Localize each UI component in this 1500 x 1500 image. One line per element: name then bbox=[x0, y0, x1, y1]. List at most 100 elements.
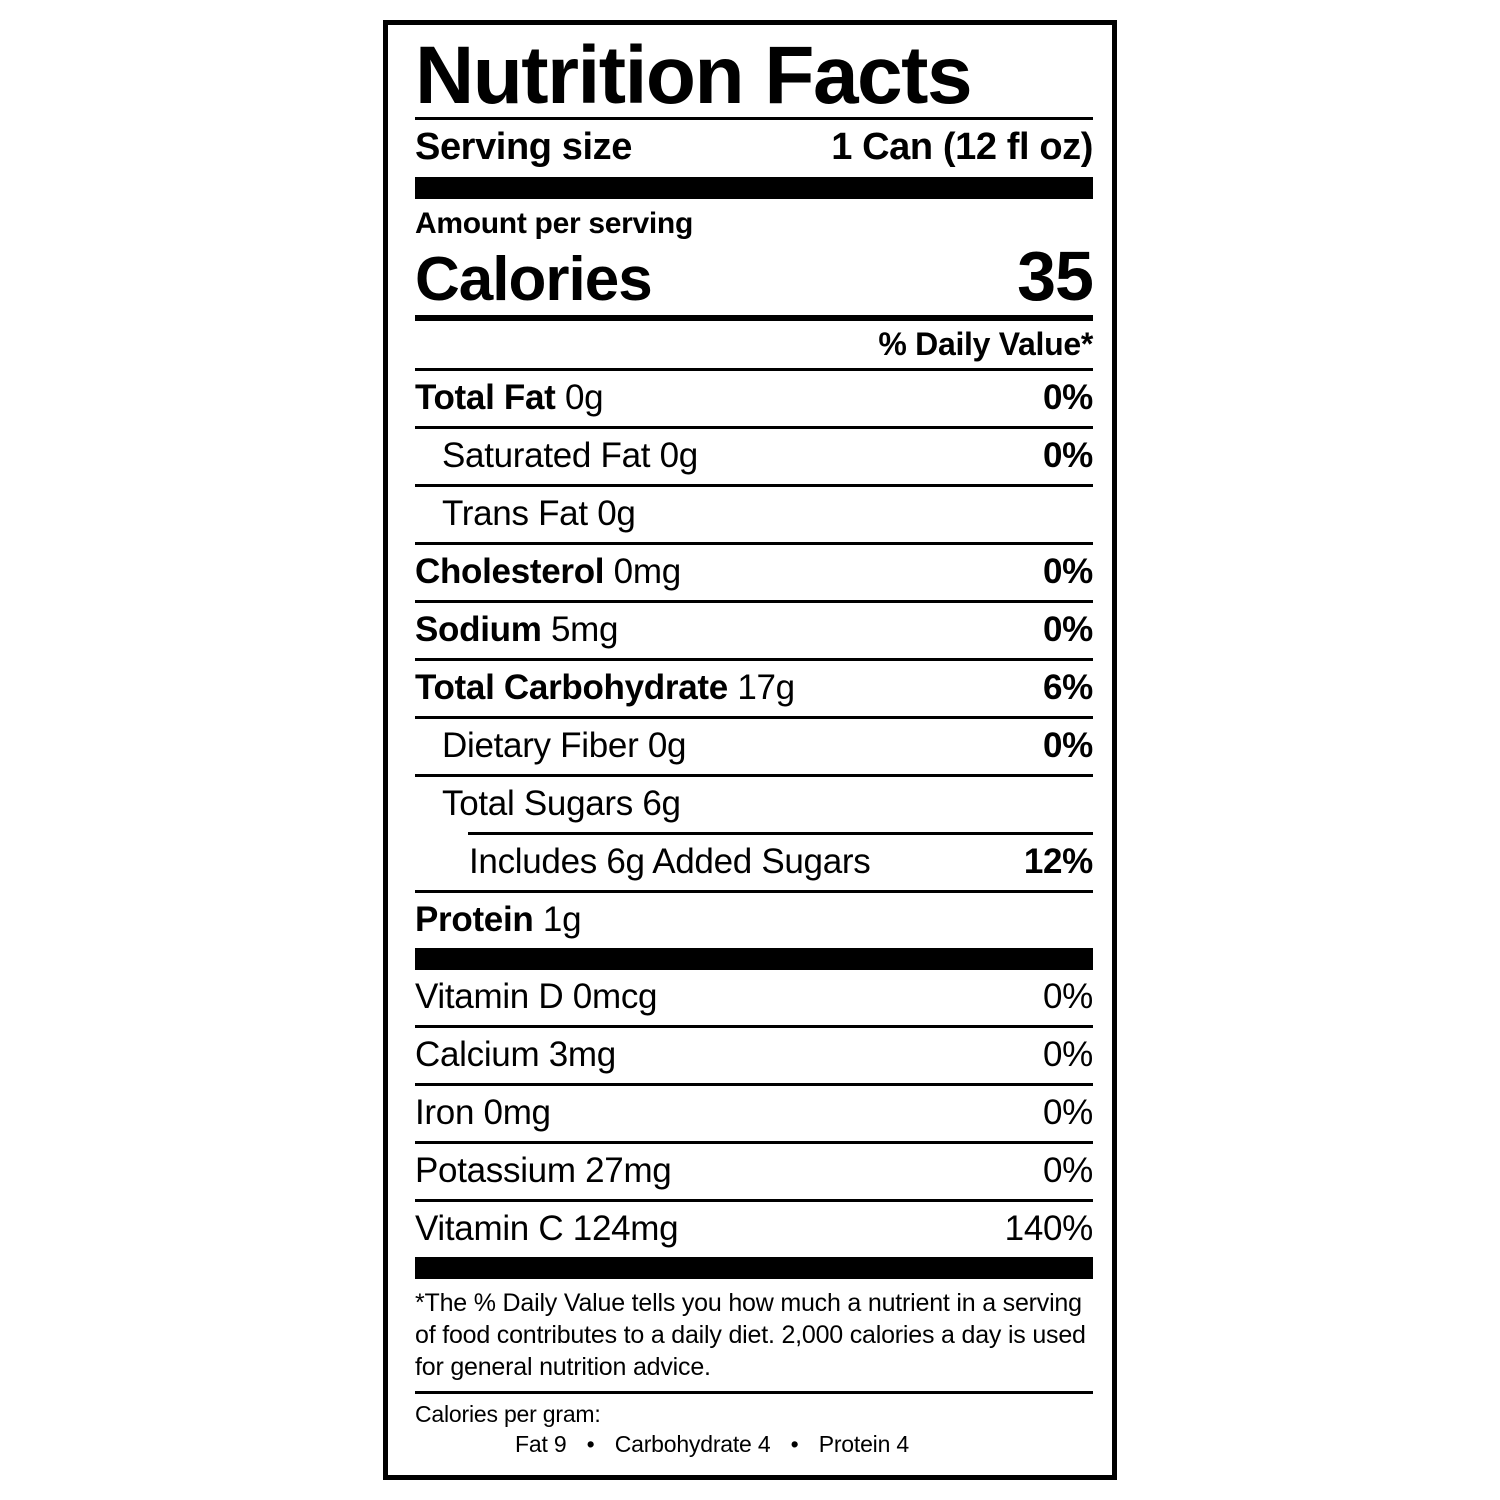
calories-per-gram-block: Calories per gram: Fat 9 • Carbohydrate … bbox=[415, 1394, 1093, 1464]
nutrient-row: Total Carbohydrate 17g 6% bbox=[415, 661, 1093, 716]
serving-size-label: Serving size bbox=[415, 125, 632, 168]
divider-above-nutrient-row bbox=[415, 773, 1093, 777]
nutrient-amount: 0g bbox=[564, 377, 604, 417]
calories-per-gram-values: Fat 9 • Carbohydrate 4 • Protein 4 bbox=[415, 1430, 1093, 1460]
divider-between-vitamin-rows bbox=[415, 1198, 1093, 1202]
divider-thick-after-serving bbox=[415, 176, 1093, 199]
nutrient-name-amount: Total Carbohydrate 17g bbox=[415, 668, 795, 708]
divider-thick-after-protein bbox=[415, 947, 1093, 970]
amount-per-serving-label: Amount per serving bbox=[415, 206, 693, 240]
vitamin-daily-value: 0% bbox=[1043, 1150, 1093, 1190]
calories-per-gram-protein: Protein 4 bbox=[818, 1430, 909, 1457]
vitamin-row: Vitamin C 124mg 140% bbox=[415, 1202, 1093, 1257]
calories-label: Calories bbox=[415, 244, 653, 314]
divider-above-nutrient-row bbox=[415, 889, 1093, 893]
calories-value: 35 bbox=[1017, 236, 1094, 315]
nutrient-daily-value: 12% bbox=[1023, 841, 1093, 881]
vitamin-daily-value: 0% bbox=[1043, 1092, 1093, 1132]
nutrient-daily-value: 0% bbox=[1043, 435, 1093, 475]
divider-above-nutrient-row bbox=[415, 715, 1093, 719]
serving-size-value: 1 Can (12 fl oz) bbox=[831, 125, 1093, 168]
daily-value-header: % Daily Value* bbox=[878, 325, 1093, 362]
divider-above-nutrient-row bbox=[415, 599, 1093, 603]
bullet-separator-icon: • bbox=[790, 1430, 799, 1457]
nutrient-amount: 6g bbox=[642, 783, 681, 823]
vitamin-row: Calcium 3mg 0% bbox=[415, 1028, 1093, 1083]
nutrient-name: Total Carbohydrate bbox=[415, 667, 728, 707]
vitamin-daily-value: 140% bbox=[1004, 1208, 1094, 1248]
nutrient-name-amount: Dietary Fiber 0g bbox=[415, 725, 687, 766]
nutrient-name: Saturated Fat bbox=[442, 435, 651, 475]
vitamin-name-amount: Calcium 3mg bbox=[415, 1034, 616, 1074]
nutrient-name-amount: Trans Fat 0g bbox=[415, 494, 636, 534]
vitamin-row: Iron 0mg 0% bbox=[415, 1086, 1093, 1141]
bullet-separator-icon: • bbox=[586, 1430, 595, 1457]
vitamin-daily-value: 0% bbox=[1043, 976, 1093, 1016]
daily-value-footnote: *The % Daily Value tells you how much a … bbox=[415, 1288, 1086, 1381]
nutrient-daily-value: 0% bbox=[1043, 377, 1093, 417]
nutrition-facts-panel: Nutrition Facts Serving size 1 Can (12 f… bbox=[383, 20, 1117, 1480]
serving-size-row: Serving size 1 Can (12 fl oz) bbox=[415, 120, 1093, 177]
nutrient-name-amount: Includes 6g Added Sugars bbox=[415, 842, 871, 882]
nutrient-row: Protein 1g bbox=[415, 893, 1093, 948]
vitamin-row: Vitamin D 0mcg 0% bbox=[415, 970, 1093, 1025]
nutrient-daily-value: 0% bbox=[1043, 609, 1093, 649]
nutrient-amount: 0g bbox=[597, 493, 636, 533]
divider-above-nutrient-row bbox=[415, 425, 1093, 429]
calories-per-gram-label: Calories per gram: bbox=[415, 1400, 601, 1427]
nutrient-row: Saturated Fat 0g 0% bbox=[415, 429, 1093, 484]
nutrient-row: Dietary Fiber 0g 0% bbox=[415, 719, 1093, 774]
nutrient-name-amount: Total Fat 0g bbox=[415, 377, 604, 418]
nutrient-row: Cholesterol 0mg 0% bbox=[415, 545, 1093, 600]
nutrient-daily-value: 6% bbox=[1043, 667, 1093, 707]
divider-above-nutrient-row bbox=[415, 541, 1093, 545]
divider-thick-after-vitamins bbox=[415, 1256, 1093, 1279]
nutrient-name: Total Sugars bbox=[442, 783, 633, 823]
nutrient-amount: 0mg bbox=[613, 551, 681, 591]
vitamin-name-amount: Vitamin C 124mg bbox=[415, 1208, 679, 1248]
divider-above-nutrient-row bbox=[415, 657, 1093, 661]
divider-between-vitamin-rows bbox=[415, 1082, 1093, 1086]
divider-before-calories-per-gram bbox=[415, 1390, 1093, 1394]
vitamin-list: Vitamin D 0mcg 0% Calcium 3mg 0% Iron 0mg 0% P… bbox=[415, 970, 1093, 1257]
nutrient-name-amount: Sodium 5mg bbox=[415, 610, 618, 650]
nutrient-amount: 0g bbox=[647, 725, 687, 765]
nutrient-amount: 1g bbox=[542, 899, 582, 939]
page-title: Nutrition Facts bbox=[415, 30, 973, 121]
vitamin-name-amount: Potassium 27mg bbox=[415, 1150, 672, 1190]
nutrient-name: Trans Fat bbox=[442, 493, 588, 533]
nutrient-daily-value: 0% bbox=[1043, 725, 1093, 765]
nutrient-row: Includes 6g Added Sugars 12% bbox=[415, 835, 1093, 890]
divider-between-vitamin-rows bbox=[415, 1024, 1093, 1028]
divider-above-nutrient-row bbox=[415, 483, 1093, 487]
nutrient-name-amount: Protein 1g bbox=[415, 899, 582, 940]
nutrient-name: Protein bbox=[415, 899, 534, 939]
calories-per-gram-fat: Fat 9 bbox=[515, 1430, 567, 1457]
divider-above-nutrient-row bbox=[415, 367, 1093, 371]
divider-under-title bbox=[415, 116, 1093, 120]
nutrient-name: Sodium bbox=[415, 609, 542, 649]
vitamin-daily-value: 0% bbox=[1043, 1034, 1093, 1074]
vitamin-name-amount: Vitamin D 0mcg bbox=[415, 976, 658, 1016]
nutrient-amount: 17g bbox=[737, 667, 795, 707]
nutrient-name: Total Fat bbox=[415, 377, 556, 417]
nutrient-list: Total Fat 0g 0% Saturated Fat 0g 0% Trans Fa… bbox=[415, 367, 1093, 948]
nutrient-daily-value: 0% bbox=[1043, 551, 1093, 591]
nutrient-amount: 5mg bbox=[550, 609, 619, 649]
nutrient-row: Sodium 5mg 0% bbox=[415, 603, 1093, 658]
nutrient-name-amount: Cholesterol 0mg bbox=[415, 552, 681, 592]
divider-between-vitamin-rows bbox=[415, 1140, 1093, 1144]
nutrient-name: Cholesterol bbox=[415, 551, 605, 591]
calories-row: Calories 35 bbox=[415, 236, 1094, 315]
nutrient-row: Total Fat 0g 0% bbox=[415, 371, 1093, 426]
divider-above-nutrient-row bbox=[468, 831, 1093, 835]
divider-after-calories bbox=[415, 314, 1093, 321]
nutrient-name: Dietary Fiber bbox=[442, 725, 639, 765]
nutrient-row: Trans Fat 0g bbox=[415, 487, 1093, 542]
nutrient-name-amount: Saturated Fat 0g bbox=[415, 436, 698, 476]
nutrient-name-amount: Total Sugars 6g bbox=[415, 784, 681, 824]
calories-per-gram-carbohydrate: Carbohydrate 4 bbox=[614, 1430, 771, 1457]
nutrient-row: Total Sugars 6g bbox=[415, 777, 1093, 832]
nutrient-amount: 0g bbox=[659, 435, 699, 475]
vitamin-row: Potassium 27mg 0% bbox=[415, 1144, 1093, 1199]
